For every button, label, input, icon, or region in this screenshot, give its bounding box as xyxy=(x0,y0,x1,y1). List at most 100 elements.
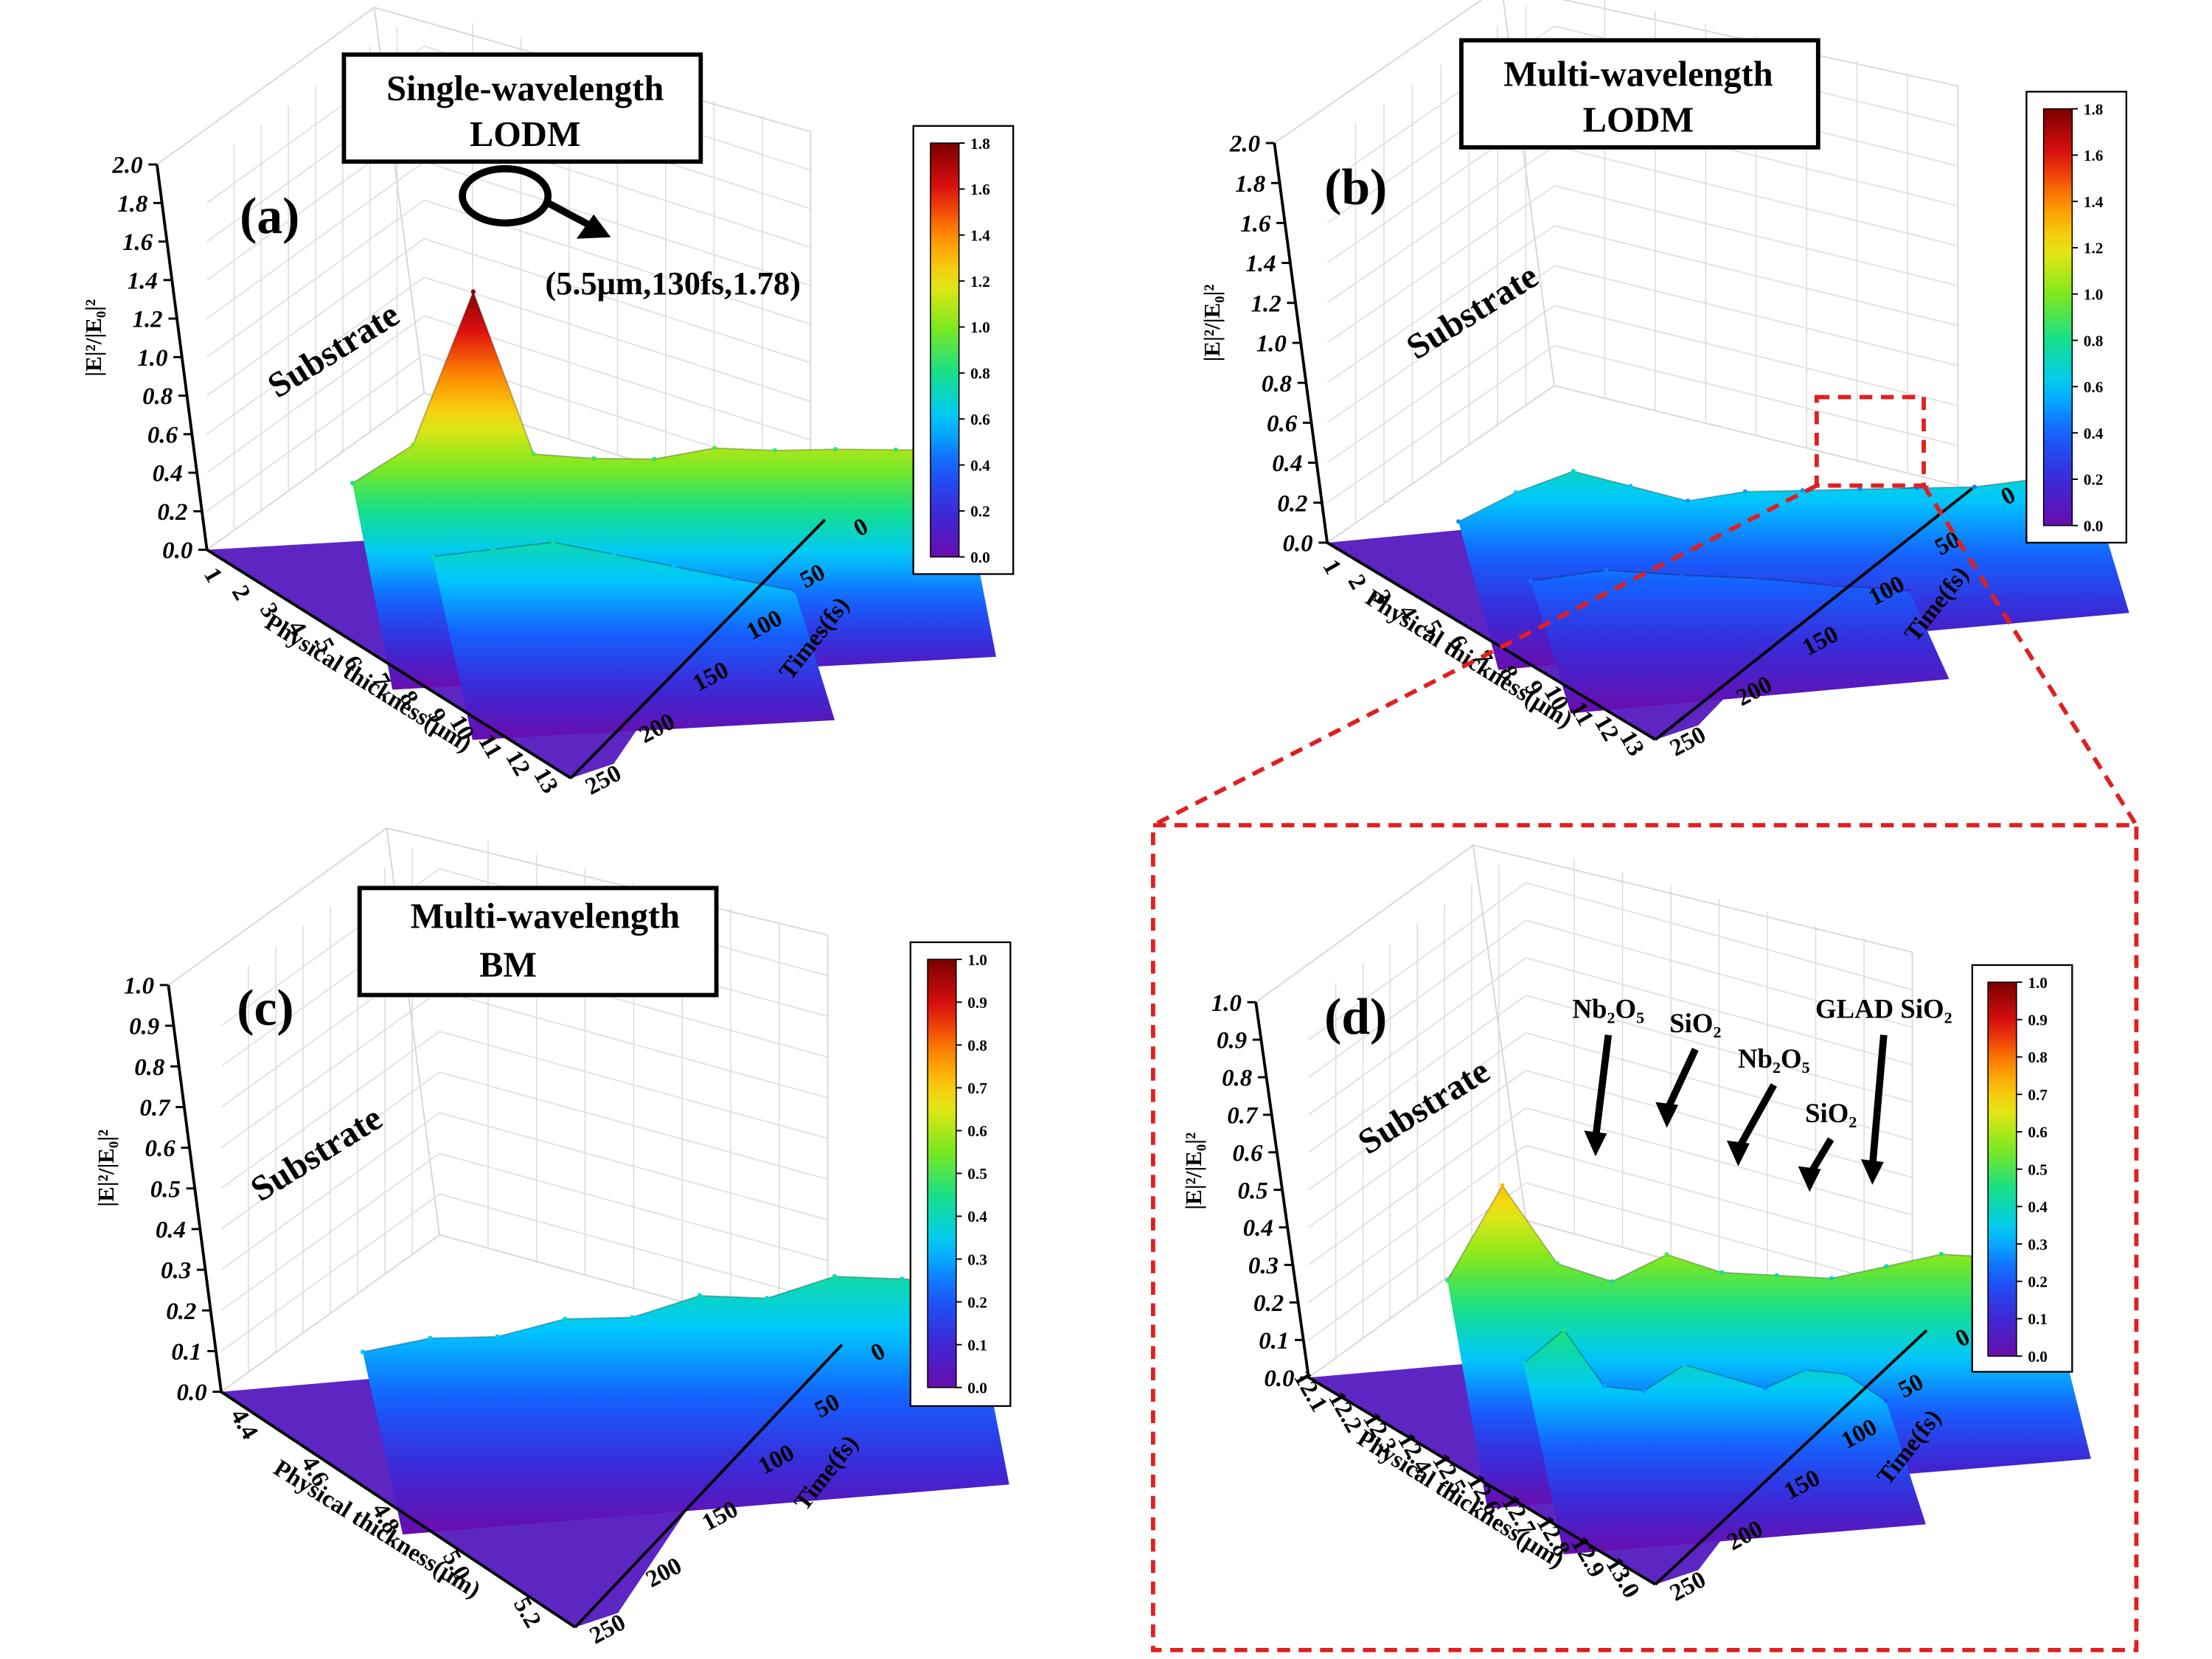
z-tick-label: 0.0 xyxy=(1264,1366,1294,1392)
z-tick-label: 0.4 xyxy=(156,1217,186,1244)
z-tick-label: 1.8 xyxy=(117,191,147,218)
z-tick-label: 1.0 xyxy=(1211,990,1242,1017)
colorbar-tick-label: 0.0 xyxy=(967,1380,987,1397)
callout-a-line2: LODM xyxy=(470,115,581,154)
colorbar-tick-label: 0.8 xyxy=(2084,332,2104,349)
ridge-point xyxy=(630,1315,635,1320)
z-tick-label: 0.4 xyxy=(153,461,183,487)
peak-arrow-head xyxy=(576,214,611,239)
z-tick-label: 0.4 xyxy=(1243,1215,1273,1242)
ridge-point xyxy=(1444,1278,1450,1283)
ridge-point xyxy=(470,289,476,294)
colorbar-tick-label: 0.2 xyxy=(2028,1273,2048,1291)
colorbar-tick-label: 0.1 xyxy=(2028,1310,2048,1328)
colorbar-tick-label: 0.4 xyxy=(2028,1198,2048,1216)
colorbar-tick-label: 0.6 xyxy=(2084,378,2104,396)
ridge-point xyxy=(1680,572,1685,578)
layer-arrow xyxy=(1868,1034,1888,1169)
panel-label: (c) xyxy=(237,980,293,1037)
surface-ridge xyxy=(363,1276,1009,1535)
panel-label: (b) xyxy=(1324,159,1387,216)
ridge-point xyxy=(900,1276,905,1281)
ridge-point xyxy=(765,1295,770,1301)
colorbar-tick-label: 0.5 xyxy=(967,1165,987,1183)
layer-arrow-head xyxy=(1584,1130,1607,1157)
y-axis xyxy=(1654,1329,1928,1586)
colorbar-tick-label: 0.9 xyxy=(2028,1012,2048,1029)
colorbar-tick-label: 0.7 xyxy=(967,1079,987,1097)
y-axis xyxy=(1654,487,1974,741)
callout-c: Multi-wavelength BM xyxy=(357,886,719,998)
ridge-point xyxy=(1571,468,1576,474)
z-tick-label: 0.0 xyxy=(177,1380,207,1406)
z-tick-label: 0.5 xyxy=(150,1176,181,1203)
layer-annotation: Nb₂O₅ xyxy=(1572,993,1644,1023)
colorbar-tick-label: 0.2 xyxy=(2084,471,2104,489)
z-tick-label: 1.4 xyxy=(1245,251,1276,277)
z-tick-label: 0.6 xyxy=(145,1135,176,1162)
ridge-point xyxy=(1610,1279,1615,1284)
z-tick-label: 0.8 xyxy=(134,1054,164,1081)
colorbar-tick-label: 0.9 xyxy=(967,994,987,1012)
x-tick-label: 12.1 xyxy=(1288,1366,1332,1416)
ridge-point xyxy=(1762,1385,1768,1391)
z-tick-label: 1.6 xyxy=(122,229,153,256)
z-tick-label: 1.4 xyxy=(128,268,158,294)
colorbar-frame xyxy=(912,125,1015,575)
colorbar xyxy=(927,959,957,1388)
ridge-point xyxy=(1883,1398,1888,1403)
z-tick-label: 0.2 xyxy=(1253,1290,1284,1317)
z-tick-label: 0.8 xyxy=(142,383,173,410)
ridge-point xyxy=(1803,1367,1808,1373)
colorbar-tick-label: 0.0 xyxy=(2028,1348,2048,1366)
colorbar-tick-label: 0.3 xyxy=(2028,1236,2048,1253)
ridge-point xyxy=(1722,1374,1728,1379)
z-tick-label: 1.2 xyxy=(133,307,163,333)
z-axis-label: |E|²/|E₀|² xyxy=(1180,1133,1206,1210)
colorbar-tick-label: 0.8 xyxy=(967,1037,987,1054)
panel-label: (d) xyxy=(1324,989,1387,1046)
ridge-point xyxy=(1682,1362,1687,1368)
z-tick-label: 1.0 xyxy=(137,345,167,372)
x-axis xyxy=(1326,541,1657,741)
x-axis xyxy=(206,549,572,779)
colorbar-tick-label: 1.4 xyxy=(970,227,990,245)
colorbar-tick-label: 0.0 xyxy=(2084,517,2104,535)
z-tick-label: 0.6 xyxy=(1267,411,1298,437)
z-tick-label: 0.5 xyxy=(1238,1178,1268,1204)
ridge-point xyxy=(430,554,435,559)
surface-ridge xyxy=(432,542,835,740)
ridge-point xyxy=(1601,1384,1607,1389)
ridge-point xyxy=(1857,487,1863,492)
colorbar-tick-label: 0.4 xyxy=(2084,425,2104,442)
ridge-contour xyxy=(1530,569,1910,591)
z-tick-label: 0.1 xyxy=(1259,1328,1289,1354)
colorbar-tick-label: 1.2 xyxy=(2084,240,2104,257)
z-tick-label: 0.0 xyxy=(162,538,192,564)
ridge-point xyxy=(410,442,416,448)
ridge-point xyxy=(832,447,838,452)
colorbar-tick-label: 1.2 xyxy=(970,273,990,291)
z-axis-label: |E|²/|E₀|² xyxy=(80,299,106,377)
z-tick-label: 0.6 xyxy=(1232,1140,1263,1166)
ridge-point xyxy=(1628,484,1633,489)
callout-b-frame xyxy=(1459,38,1820,150)
colorbar xyxy=(930,142,960,558)
ridge-point xyxy=(490,546,495,552)
ridge-point xyxy=(697,1293,703,1298)
ridge-point xyxy=(1554,1261,1559,1266)
z-tick-label: 1.8 xyxy=(1235,171,1265,198)
zoom-line-left xyxy=(1152,483,1818,827)
colorbar-tick-label: 1.4 xyxy=(2084,193,2104,211)
z-tick-label: 0.1 xyxy=(171,1339,201,1366)
ridge-point xyxy=(551,540,556,545)
zoom-line-right xyxy=(1921,484,2138,827)
ridge-point xyxy=(1719,1270,1725,1275)
colorbar-tick-label: 0.5 xyxy=(2028,1161,2048,1178)
ridge-point xyxy=(1642,1388,1647,1394)
layer-annotation: SiO₂ xyxy=(1805,1098,1857,1128)
ridge-point xyxy=(672,564,677,569)
callout-a-line1: Single-wavelength xyxy=(386,69,664,108)
ridge-point xyxy=(731,576,737,581)
panel-d: 0.0 0.1 0.2 0.3 0.4 0.5 0.6 0.7 0.8 0.9 1.0 |E|²/|E… xyxy=(1180,844,2091,1607)
